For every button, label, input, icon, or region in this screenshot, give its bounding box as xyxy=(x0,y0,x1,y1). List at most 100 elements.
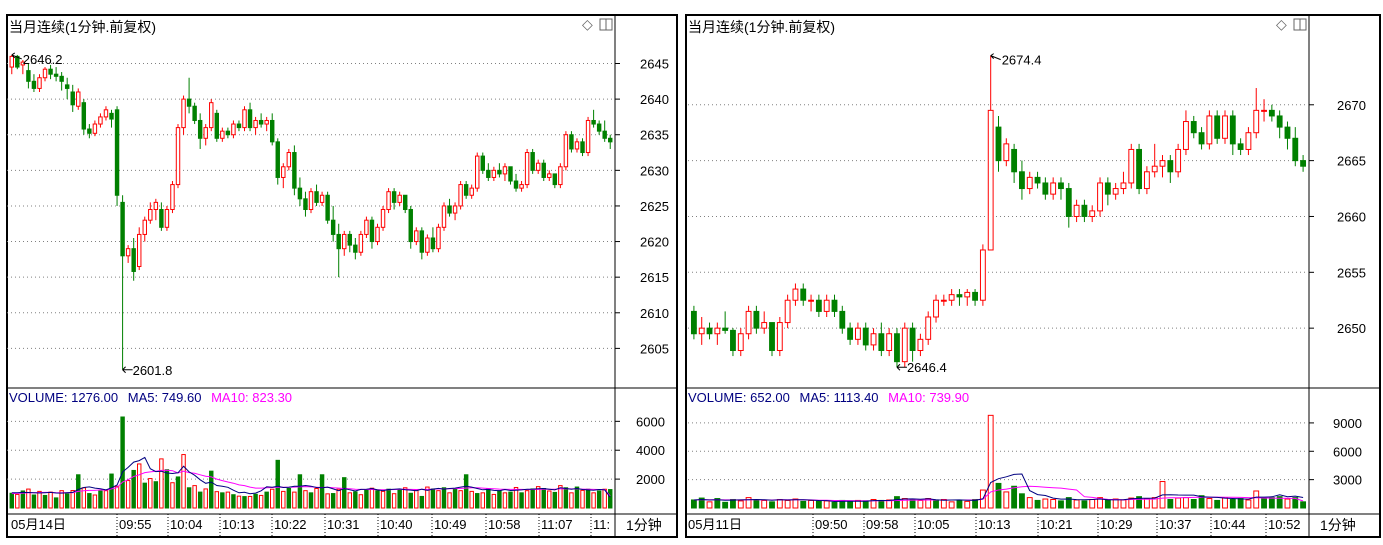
volume-tick-label: 6000 xyxy=(636,414,665,429)
candle-body xyxy=(53,73,59,77)
candle-body xyxy=(591,119,596,125)
volume-bar xyxy=(336,488,341,509)
volume-bar xyxy=(596,490,602,509)
right-volume-legend: VOLUME: 652.00 MA5: 1113.40 MA10: 739.90 xyxy=(688,390,969,405)
candle-body xyxy=(1120,182,1127,190)
candle-body xyxy=(380,209,386,228)
candle-body xyxy=(153,201,159,211)
time-axis-label: 10:13 xyxy=(222,517,255,532)
volume-bar xyxy=(380,490,386,509)
candle-body xyxy=(1167,160,1174,173)
price-tick-label: 2635 xyxy=(640,128,669,143)
volume-bar xyxy=(31,494,37,509)
candle-body xyxy=(131,248,136,272)
time-axis-label: 10:13 xyxy=(978,517,1011,532)
candle-body xyxy=(1143,171,1150,190)
candle-body xyxy=(524,152,530,186)
candle-body xyxy=(397,194,402,203)
volume-bar xyxy=(698,497,705,509)
candle-body xyxy=(1175,148,1182,173)
candle-body xyxy=(917,338,924,351)
volume-bar xyxy=(292,491,297,509)
volume-bar xyxy=(1128,497,1135,509)
volume-bar xyxy=(808,499,814,509)
volume-bar xyxy=(519,492,524,509)
volume-bar xyxy=(164,469,170,509)
left-volume-gridlines xyxy=(7,420,615,480)
volume-bar xyxy=(109,473,114,509)
volume-bar xyxy=(26,488,31,509)
volume-bar xyxy=(353,491,358,509)
candle-body xyxy=(1073,204,1080,217)
candle-body xyxy=(722,327,729,331)
volume-bar xyxy=(995,482,1002,509)
left-chart-title: 当月连续(1分钟.前复权) xyxy=(9,19,156,35)
candle-body xyxy=(336,233,341,250)
candle-body xyxy=(242,109,247,129)
candle-body xyxy=(886,333,893,351)
candle-body xyxy=(197,119,203,139)
candle-body xyxy=(441,205,447,228)
candle-body xyxy=(347,233,353,246)
ma10-line xyxy=(11,469,611,497)
price-tick-label: 2630 xyxy=(640,163,669,178)
volume-bar xyxy=(1292,497,1299,509)
candle-body xyxy=(580,141,585,154)
left-volume-legend: VOLUME: 1276.00 MA5: 749.60 MA10: 823.30 xyxy=(9,390,292,405)
candle-body xyxy=(956,294,963,298)
candle-body xyxy=(292,152,297,189)
candle-body xyxy=(558,166,563,186)
right-chart-title: 当月连续(1分钟.前复权) xyxy=(688,19,835,35)
candle-body xyxy=(209,102,214,129)
volume-bar xyxy=(103,490,109,509)
candle-body xyxy=(92,123,98,134)
candle-body xyxy=(1284,126,1291,139)
candle-body xyxy=(342,233,347,250)
volume-bar xyxy=(98,490,103,509)
volume-bar xyxy=(92,494,98,509)
volume-bar xyxy=(402,487,408,509)
volume-bar xyxy=(452,488,458,509)
candle-body xyxy=(269,119,275,143)
volume-bar xyxy=(125,480,131,509)
candle-body xyxy=(1151,165,1158,173)
volume-bar xyxy=(933,500,939,509)
volume-bar xyxy=(1214,499,1221,509)
volume-bar xyxy=(585,488,591,509)
volume-bar xyxy=(776,498,783,509)
candle-body xyxy=(541,162,546,178)
candle-body xyxy=(878,333,885,351)
ma5-line xyxy=(693,473,1304,503)
price-tick-label: 2625 xyxy=(640,199,669,214)
candle-body xyxy=(563,134,569,168)
candle-body xyxy=(513,180,519,189)
candle-body xyxy=(170,184,175,211)
volume-bar xyxy=(1268,497,1275,509)
volume-bar xyxy=(1081,500,1088,509)
volume-bar xyxy=(1175,497,1182,509)
volume-bar xyxy=(706,501,713,509)
candle-body xyxy=(608,137,613,143)
volume-bar xyxy=(425,486,430,509)
candle-body xyxy=(776,322,783,351)
volume-bar xyxy=(214,491,220,509)
right-diamond-icon[interactable]: ◇ xyxy=(1276,16,1287,32)
volume-bar xyxy=(737,500,744,509)
volume-bar xyxy=(397,489,402,509)
volume-bar xyxy=(847,500,854,509)
left-diamond-icon[interactable]: ◇ xyxy=(582,16,593,32)
candle-body xyxy=(519,184,524,189)
candle-body xyxy=(480,155,485,171)
candle-body xyxy=(15,55,20,68)
volume-bar xyxy=(430,488,436,509)
right-price-tick-labels: 2650 2655 2660 2665 2670 xyxy=(1309,98,1366,336)
candle-body xyxy=(714,327,721,335)
candle-body xyxy=(452,205,458,214)
volume-bar xyxy=(114,485,120,509)
candle-body xyxy=(1214,115,1221,139)
high-arrow xyxy=(990,53,1001,61)
candle-body xyxy=(839,310,846,329)
candle-body xyxy=(1042,182,1049,195)
candle-body xyxy=(447,205,452,214)
candle-body xyxy=(769,322,775,351)
